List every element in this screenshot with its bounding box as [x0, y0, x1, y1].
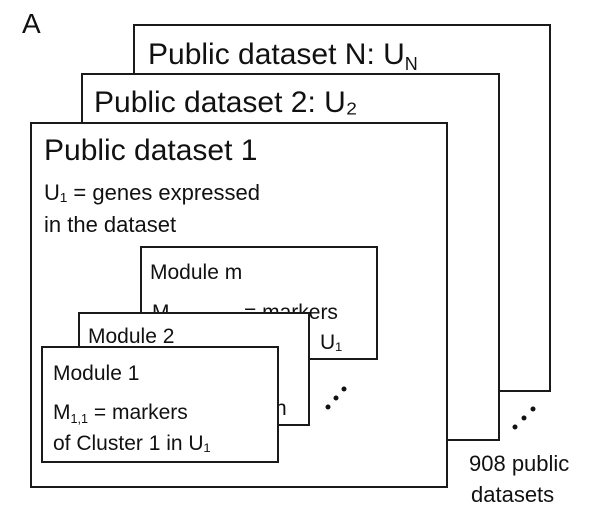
more-datasets-ellipsis [512, 406, 536, 430]
module-2-title: Module 2 [88, 325, 175, 348]
panel-label: A [22, 8, 41, 39]
module-1-marker-line2: of Cluster 1 in U₁ [53, 432, 211, 455]
module-m-line2-tail: U₁ [320, 331, 343, 354]
module-1-marker-definition: M1,1 = markers [53, 401, 188, 427]
module-1-title: Module 1 [53, 362, 140, 385]
dataset-count-line2: datasets [471, 482, 555, 507]
module-card-1: Module 1 M1,1 = markers of Cluster 1 in … [41, 346, 279, 463]
module-2-line-tail: n [275, 397, 287, 420]
module-1-subscript: 1,1 [70, 412, 89, 427]
dataset-2-title: Public dataset 2: U₂ [94, 86, 358, 119]
module-m-title: Module m [150, 261, 243, 284]
dataset-count-line1: 908 public [469, 451, 570, 476]
dataset-1-title: Public dataset 1 [44, 134, 258, 167]
dataset-n-subscript: N [404, 54, 418, 75]
dataset-n-title: Public dataset N: UN [148, 38, 418, 75]
more-modules-ellipsis [325, 386, 347, 410]
dataset-1-universe-line2: in the dataset [44, 212, 177, 237]
dataset-1-universe-line1: U₁ = genes expressed [44, 180, 260, 205]
